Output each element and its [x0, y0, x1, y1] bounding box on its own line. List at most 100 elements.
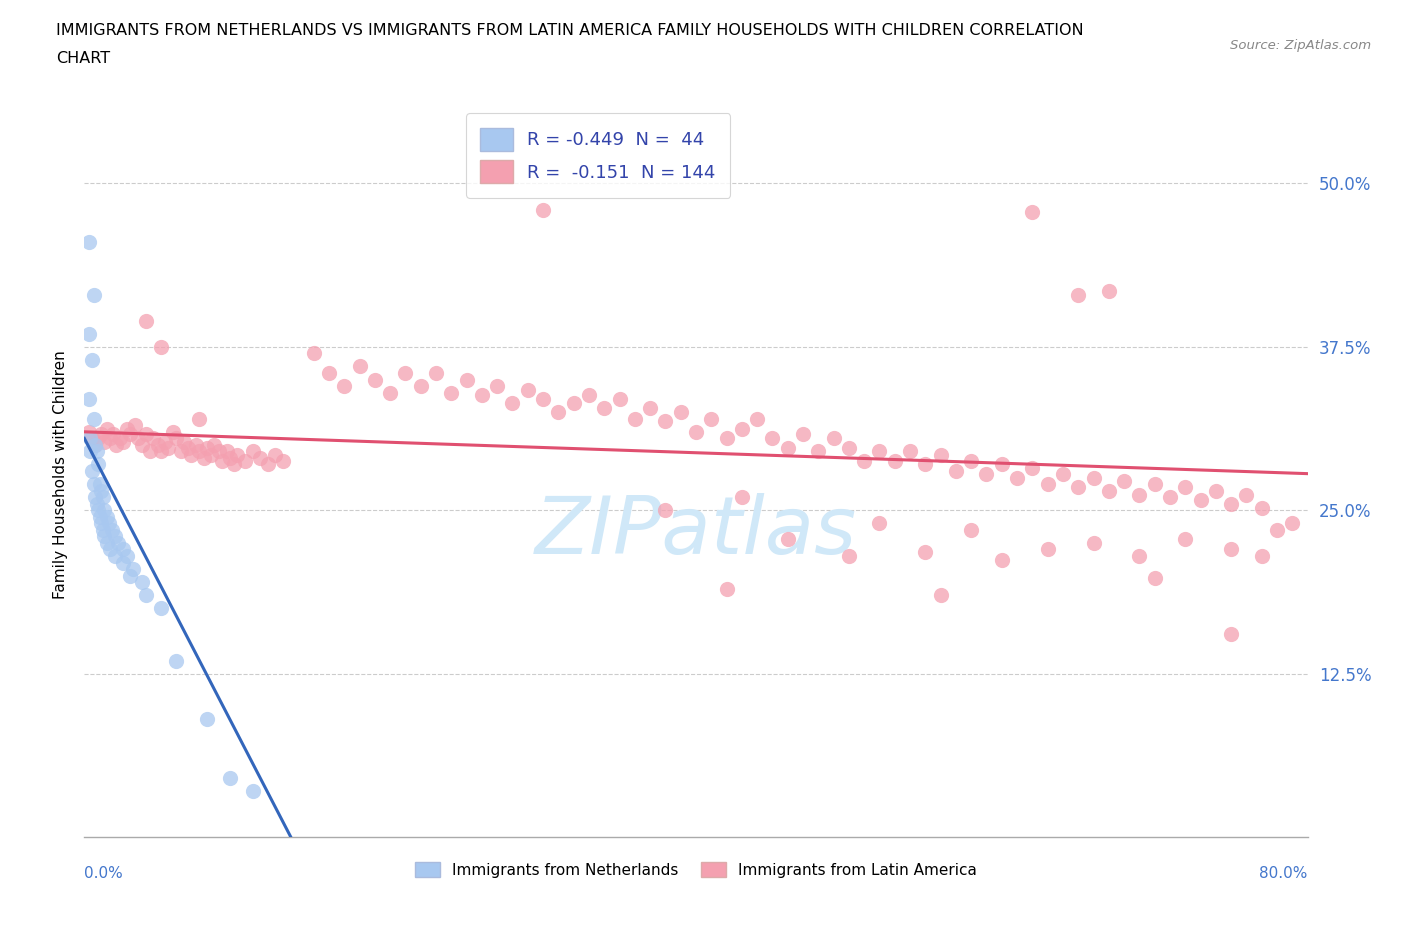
Point: [1083, 536, 1105, 551]
Point: [318, 365, 340, 380]
Point: [188, 444, 211, 458]
Point: [249, 450, 271, 465]
Point: [869, 444, 891, 458]
Point: [149, 339, 172, 354]
Point: [1205, 484, 1227, 498]
Point: [456, 372, 478, 387]
Point: [90, 484, 112, 498]
Point: [349, 359, 371, 374]
Point: [869, 516, 891, 531]
Point: [124, 418, 146, 432]
Point: [1143, 571, 1166, 586]
Point: [111, 542, 134, 557]
Point: [87, 431, 110, 445]
Point: [1143, 477, 1166, 492]
Point: [96, 510, 118, 525]
Point: [79, 444, 101, 458]
Point: [776, 532, 799, 547]
Point: [685, 424, 707, 439]
Point: [716, 581, 738, 596]
Point: [120, 427, 142, 442]
Point: [547, 405, 569, 419]
Point: [87, 503, 110, 518]
Point: [792, 427, 814, 442]
Point: [1220, 542, 1243, 557]
Text: 80.0%: 80.0%: [1260, 866, 1308, 881]
Point: [700, 411, 723, 426]
Point: [242, 784, 264, 799]
Point: [853, 453, 876, 468]
Point: [1036, 477, 1059, 492]
Point: [155, 435, 177, 450]
Point: [976, 466, 998, 481]
Point: [93, 435, 115, 450]
Point: [960, 523, 983, 538]
Point: [440, 385, 463, 400]
Point: [86, 444, 108, 458]
Point: [77, 392, 100, 406]
Point: [1250, 549, 1272, 564]
Point: [135, 427, 157, 442]
Text: 0.0%: 0.0%: [84, 866, 124, 881]
Point: [638, 401, 661, 416]
Point: [83, 411, 105, 426]
Point: [77, 424, 100, 439]
Text: IMMIGRANTS FROM NETHERLANDS VS IMMIGRANTS FROM LATIN AMERICA FAMILY HOUSEHOLDS W: IMMIGRANTS FROM NETHERLANDS VS IMMIGRANT…: [56, 23, 1084, 38]
Point: [624, 411, 647, 426]
Y-axis label: Family Households with Children: Family Households with Children: [52, 350, 67, 599]
Point: [823, 431, 845, 445]
Point: [184, 437, 207, 452]
Point: [914, 457, 936, 472]
Point: [1159, 490, 1181, 505]
Point: [531, 202, 554, 217]
Point: [170, 444, 193, 458]
Point: [98, 542, 121, 557]
Point: [84, 437, 107, 452]
Text: CHART: CHART: [56, 51, 110, 66]
Point: [516, 382, 538, 397]
Point: [80, 431, 103, 445]
Point: [929, 588, 952, 603]
Point: [173, 435, 195, 450]
Point: [218, 450, 240, 465]
Point: [264, 448, 287, 463]
Point: [1021, 205, 1043, 219]
Point: [104, 529, 127, 544]
Point: [1083, 471, 1105, 485]
Point: [380, 385, 402, 400]
Point: [193, 450, 215, 465]
Point: [960, 453, 983, 468]
Point: [200, 448, 222, 463]
Point: [122, 562, 145, 577]
Point: [103, 427, 125, 442]
Point: [93, 503, 115, 518]
Point: [409, 379, 432, 393]
Point: [177, 440, 200, 455]
Point: [91, 490, 114, 505]
Point: [89, 477, 111, 492]
Point: [669, 405, 692, 419]
Point: [135, 313, 157, 328]
Point: [91, 523, 114, 538]
Point: [1052, 466, 1074, 481]
Point: [1098, 284, 1121, 299]
Point: [1128, 487, 1150, 502]
Point: [131, 437, 153, 452]
Point: [96, 422, 118, 437]
Point: [83, 287, 105, 302]
Point: [149, 601, 172, 616]
Point: [747, 411, 769, 426]
Point: [945, 463, 967, 478]
Point: [146, 437, 169, 452]
Point: [90, 516, 112, 531]
Point: [111, 555, 134, 570]
Point: [1036, 542, 1059, 557]
Legend: Immigrants from Netherlands, Immigrants from Latin America: Immigrants from Netherlands, Immigrants …: [409, 856, 983, 884]
Point: [1236, 487, 1258, 502]
Point: [226, 448, 249, 463]
Point: [929, 448, 952, 463]
Point: [1005, 471, 1028, 485]
Point: [1098, 484, 1121, 498]
Point: [1174, 532, 1197, 547]
Point: [776, 440, 799, 455]
